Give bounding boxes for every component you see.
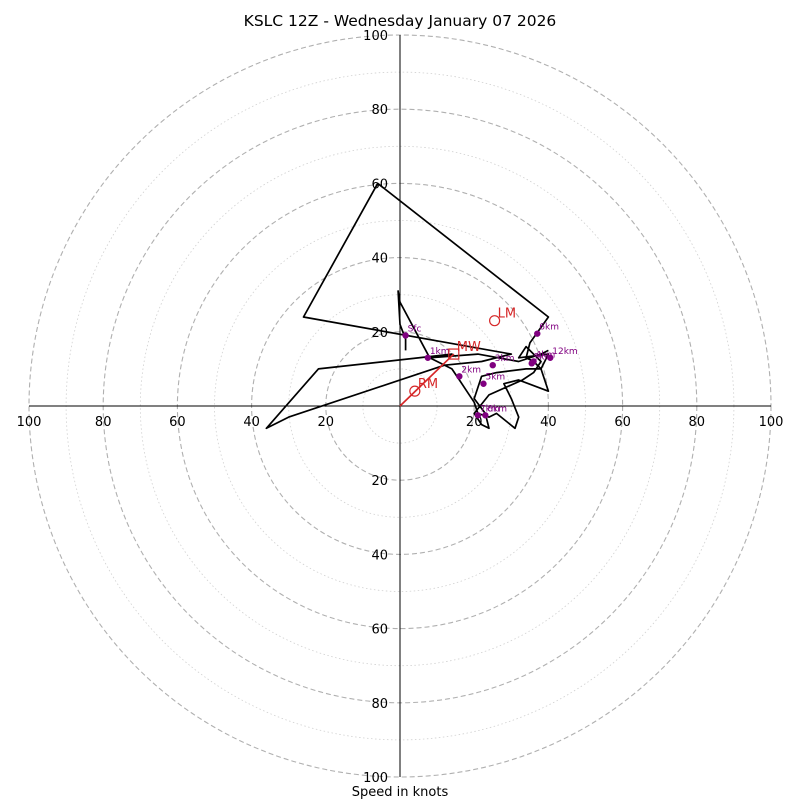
tick-label-bottom: 20 [371, 474, 388, 489]
tick-label-left: 100 [17, 415, 42, 430]
tick-label-top: 80 [371, 103, 388, 118]
motion-label-LM: LM [498, 307, 516, 322]
height-point-12km [547, 354, 554, 361]
tick-label-right: 100 [759, 415, 784, 430]
motion-marker-LM [489, 315, 501, 327]
tick-label-top: 100 [363, 29, 388, 44]
tick-label-left: 60 [169, 415, 186, 430]
chart-title: KSLC 12Z - Wednesday January 07 2026 [244, 12, 557, 30]
height-label-1km: 1km [430, 347, 450, 357]
storm-motion-markers: LM MW RM [409, 307, 516, 397]
height-point-2km [456, 373, 463, 380]
height-point-Sfc [402, 332, 409, 339]
height-label-5km: 5km [485, 373, 505, 383]
height-point-9km [528, 360, 535, 367]
tick-label-left: 80 [95, 415, 112, 430]
height-point-1km [424, 354, 432, 361]
height-label-7km: 7km [480, 404, 500, 414]
motion-label-MW: MW [457, 340, 481, 355]
height-point-6km [534, 330, 541, 337]
tick-label-bottom: 60 [371, 623, 388, 638]
height-label-6km: 6km [539, 323, 559, 333]
motion-marker-RM [409, 385, 421, 397]
height-label-2km: 2km [461, 365, 481, 375]
tick-label-top: 20 [371, 326, 388, 341]
tick-label-top: 40 [371, 252, 388, 267]
tick-label-right: 40 [540, 415, 557, 430]
height-label-9km: 9km [534, 352, 554, 362]
height-label-4km: 4km [536, 350, 556, 360]
height-point-3km [489, 361, 496, 369]
height-point-5km [480, 380, 487, 387]
hodograph-trace [265, 182, 550, 430]
tick-label-bottom: 40 [371, 548, 388, 563]
tick-label-bottom: 80 [371, 697, 388, 712]
x-axis-label: Speed in knots [352, 785, 449, 800]
motion-label-RM: RM [418, 377, 438, 392]
tick-label-left: 40 [243, 415, 260, 430]
height-point-7km [474, 412, 482, 419]
tick-label-right: 60 [614, 415, 631, 430]
height-label-Sfc: Sfc [408, 325, 422, 335]
height-point-8km [482, 412, 489, 419]
tick-label-left: 20 [318, 415, 335, 430]
motion-marker-MW [448, 348, 460, 360]
height-label-3km: 3km [495, 354, 515, 364]
height-label-12km: 12km [552, 347, 577, 357]
mean-wind-shear-line [399, 353, 455, 407]
tick-label-right: 80 [689, 415, 706, 430]
tick-label-bottom: 100 [363, 771, 388, 786]
height-label-8km: 8km [487, 404, 507, 414]
